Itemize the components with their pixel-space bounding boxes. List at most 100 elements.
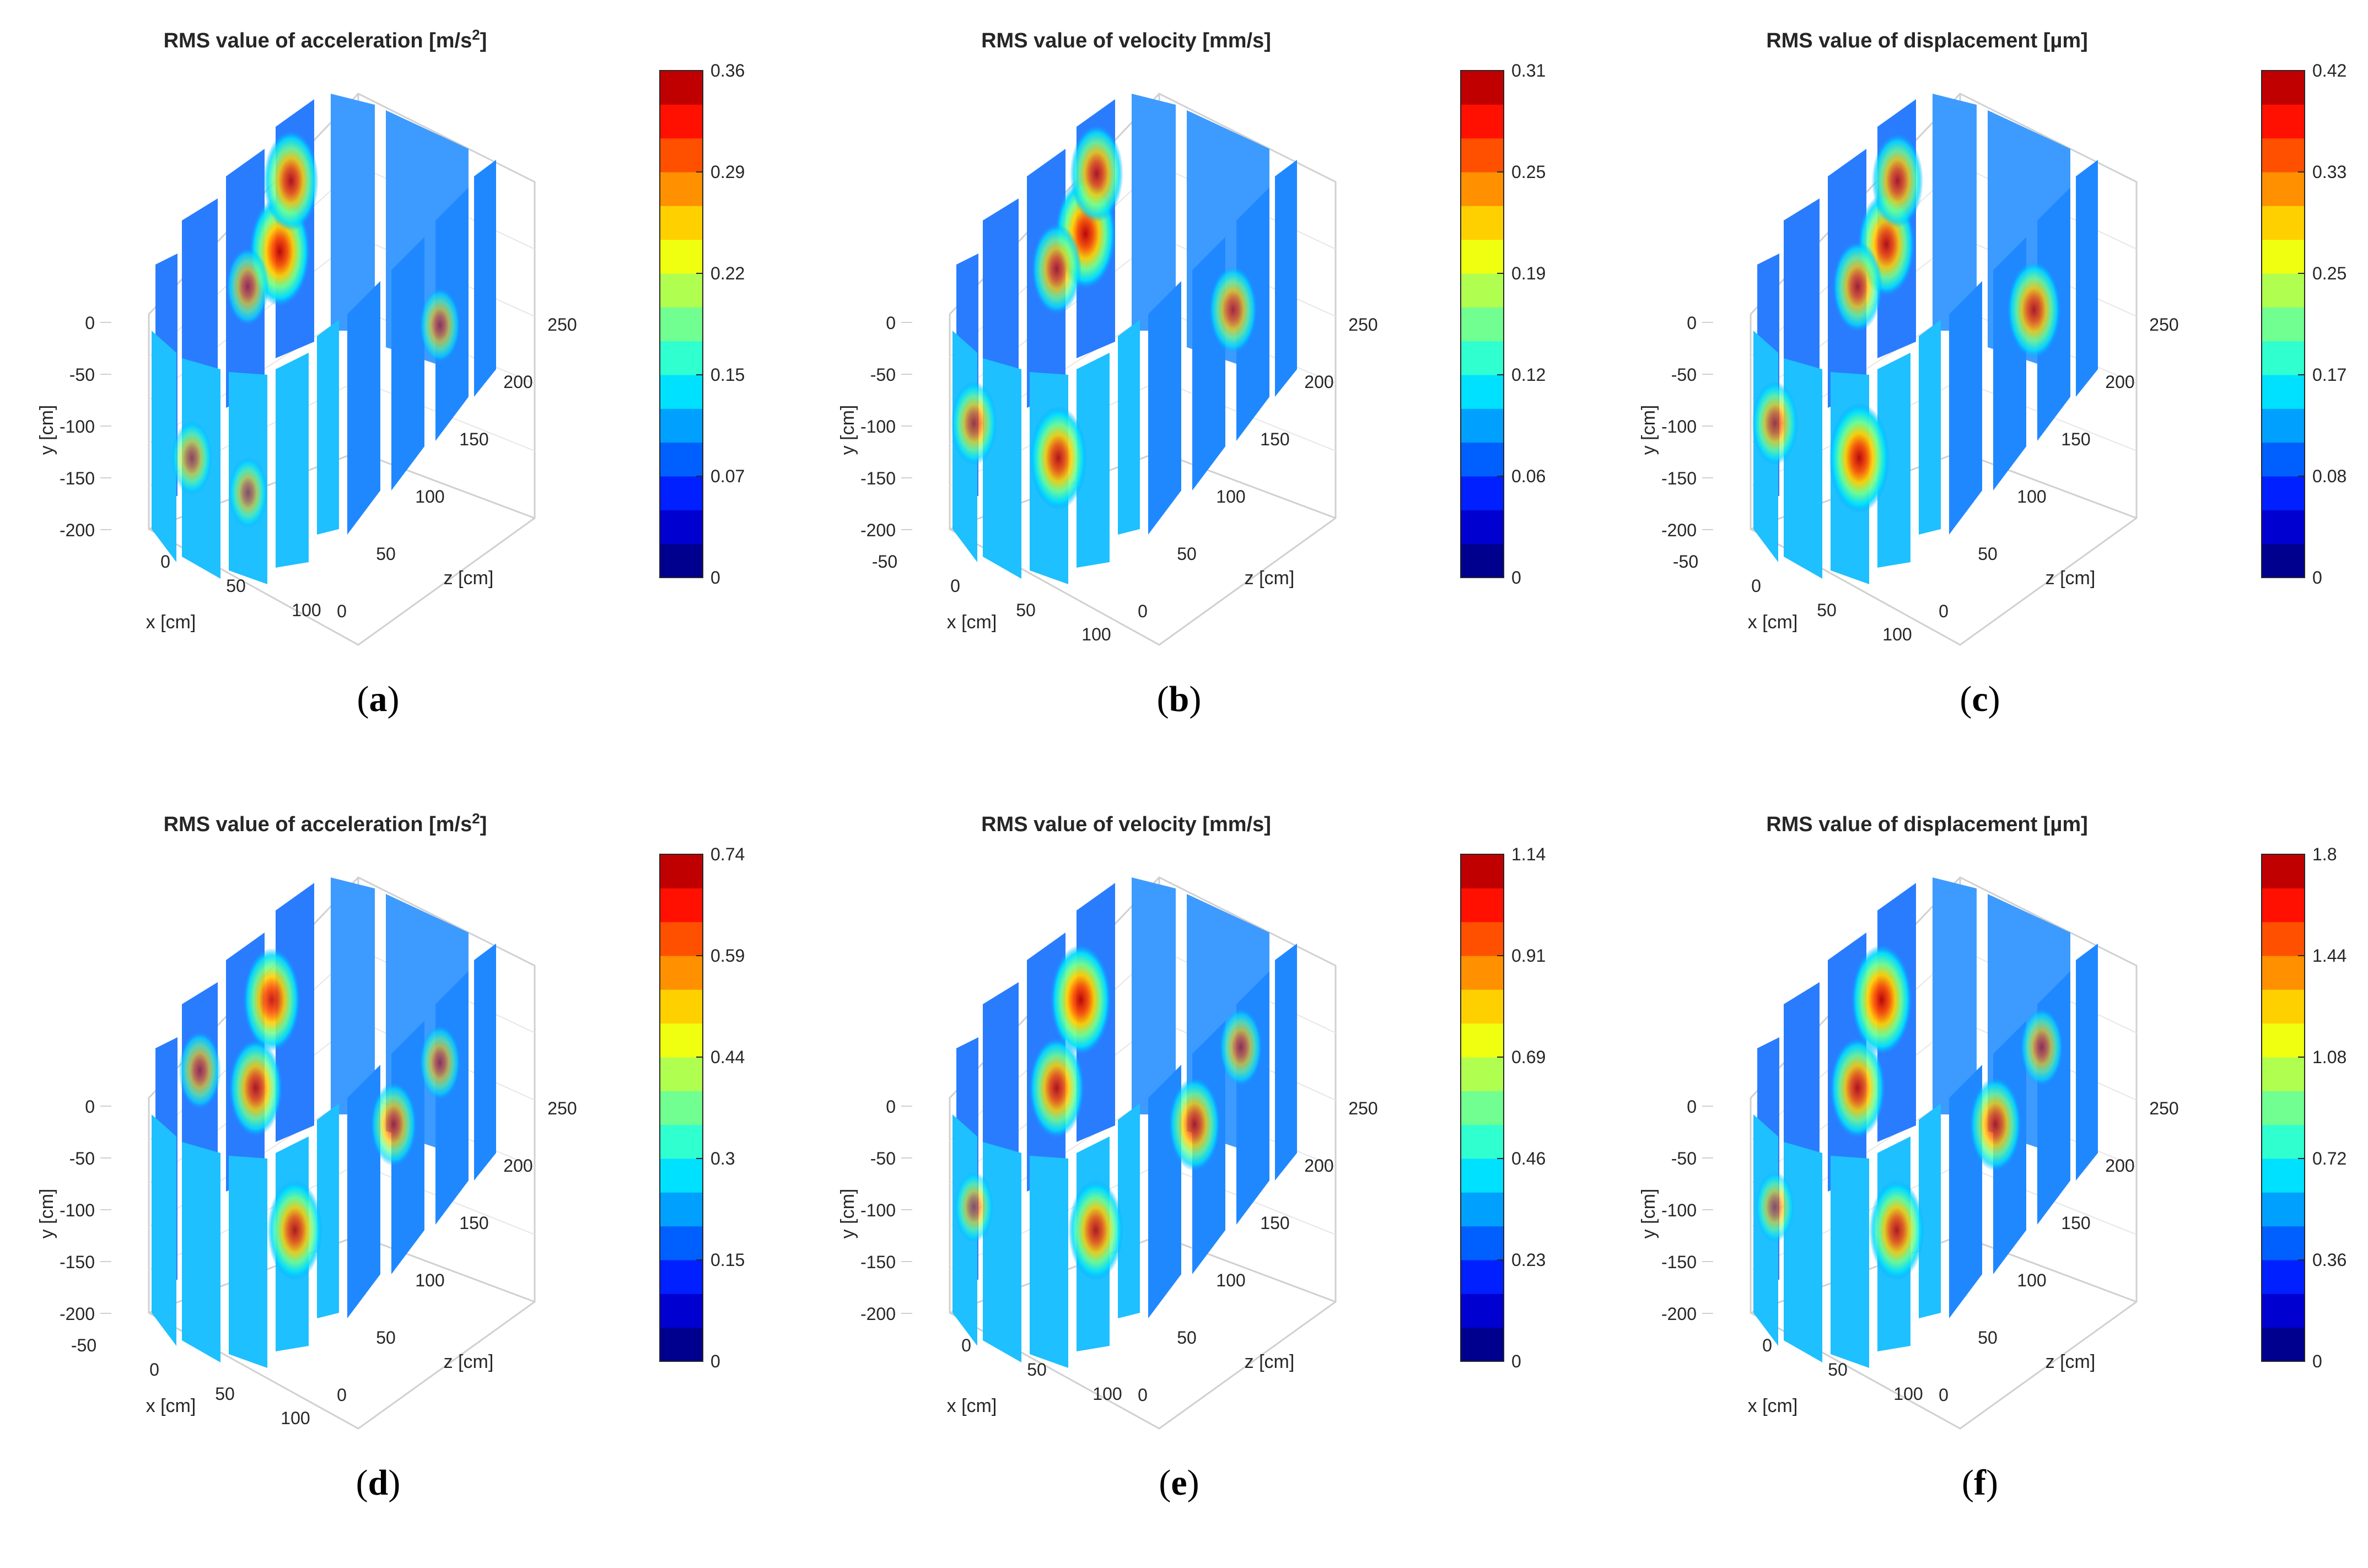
colorbar-segment (2262, 1226, 2305, 1260)
colorbar-frame (1460, 70, 1504, 578)
hotspot-right (1219, 1009, 1262, 1086)
x-tick-label: 100 (281, 1408, 310, 1428)
colorbar-segment (2262, 138, 2305, 173)
colorbar-segment (1461, 1124, 1504, 1159)
y-axis-label: y [cm] (1638, 405, 1659, 455)
z-tick-label: 0 (337, 601, 347, 621)
z-tick-label: 0 (1138, 1385, 1148, 1405)
y-tick-label: -100 (60, 417, 95, 437)
colorbar-segment (1461, 1260, 1504, 1294)
z-tick-label: 200 (2105, 372, 2134, 392)
x-tick-label: 100 (292, 600, 321, 620)
colorbar-segment (2262, 956, 2305, 990)
colorbar-tick-label: 0.59 (711, 946, 745, 966)
colorbar-tick-label: 0 (1511, 1351, 1521, 1371)
hotspot-front (171, 421, 212, 495)
y-tick-label: 0 (85, 1097, 95, 1117)
hotspot-front (1829, 403, 1890, 513)
colorbar-tick-label: 0 (711, 1351, 720, 1371)
chart-title-sup: 2 (472, 810, 480, 827)
y-tick-label: -50 (870, 1149, 896, 1168)
y-axis-label: y [cm] (837, 1189, 858, 1239)
hotspot-right (1169, 1077, 1220, 1171)
chart-title-main: RMS value of acceleration [m/s (164, 813, 472, 836)
colorbar-segment (2262, 989, 2305, 1024)
y-axis-label: y [cm] (36, 1189, 57, 1239)
z-tick-label: 0 (1939, 601, 1949, 621)
z-tick-label: 100 (415, 1270, 444, 1290)
colorbar-segment (660, 510, 703, 545)
colorbar-frame (2261, 70, 2305, 578)
x-tick-label: 50 (1828, 1360, 1848, 1380)
colorbar-segment (1461, 989, 1504, 1024)
colorbar-segment (2262, 307, 2305, 342)
front-wall-strip (1831, 1156, 1869, 1368)
z-tick-label: 150 (2061, 429, 2090, 449)
colorbar-tick-label: 1.14 (1511, 844, 1546, 864)
z-tick-label: 50 (376, 1328, 396, 1348)
hotspot-left (229, 1039, 283, 1136)
panel-letter: f (1974, 1463, 1987, 1503)
colorbar-segment (660, 1192, 703, 1227)
colorbar-segment (660, 922, 703, 956)
hotspot-left (263, 131, 319, 231)
colorbar-tick-label: 0.74 (711, 844, 745, 864)
colorbar-segment (1461, 104, 1504, 139)
hotspot-left (1031, 224, 1082, 314)
colorbar-segment (1461, 307, 1504, 342)
right-wall-strip (1275, 944, 1297, 1181)
hotspot-front (1068, 1180, 1124, 1280)
x-axis-label: x [cm] (146, 1395, 196, 1416)
z-tick-label: 100 (1216, 487, 1245, 506)
colorbar-tick-label: 0.23 (1511, 1250, 1546, 1270)
colorbar-segment (660, 408, 703, 443)
chart-panel-5: RMS value of velocity [mm/s] 0 -50 -100 -150… (837, 813, 1546, 1503)
front-wall-strip (1784, 1142, 1822, 1362)
chart-title-main: RMS value of displacement [µm] (1766, 813, 2088, 836)
colorbar-segment (660, 854, 703, 888)
colorbar-tick-label: 0.15 (711, 365, 745, 385)
z-tick-label: 0 (337, 1385, 347, 1405)
colorbar-segment (1461, 172, 1504, 206)
colorbar-segment (1461, 341, 1504, 375)
hotspot-right (370, 1082, 417, 1166)
colorbar-segment (2262, 1057, 2305, 1091)
colorbar-segment (1461, 1057, 1504, 1091)
colorbar-tick-label: 0 (1511, 568, 1521, 588)
colorbar-tick-label: 0.15 (711, 1250, 745, 1270)
panel-letter: c (1972, 679, 1988, 719)
front-wall-strip (317, 320, 339, 535)
panel-label: (b) (1157, 679, 1202, 719)
colorbar-tick-label: 0.06 (1511, 466, 1546, 486)
axis-box-edge (1159, 1235, 1336, 1303)
panel-label: (f) (1962, 1463, 1998, 1503)
colorbar-segment (2262, 104, 2305, 139)
right-wall-strip (1949, 281, 1982, 535)
chart-title: RMS value of velocity [mm/s] (981, 813, 1271, 836)
y-tick-label: 0 (886, 313, 896, 333)
right-wall-strip (1275, 160, 1297, 397)
back-wall-strip (1132, 877, 1176, 1114)
colorbar-tick-label: 0 (711, 568, 720, 588)
colorbar-tick-label: 0.91 (1511, 946, 1546, 966)
colorbar-segment (2262, 510, 2305, 545)
front-wall-strip (1877, 353, 1910, 568)
y-tick-label: -100 (60, 1200, 95, 1220)
panel-label: (a) (357, 679, 400, 719)
colorbar-segment (660, 1159, 703, 1193)
chart-title-main: RMS value of velocity [mm/s] (981, 813, 1271, 836)
hotspot-left (1832, 241, 1883, 332)
hotspot-left (1029, 1038, 1085, 1138)
panel-letter: d (368, 1463, 389, 1503)
colorbar-segment (1461, 239, 1504, 274)
colorbar-segment (660, 375, 703, 409)
y-tick-label: 0 (886, 1097, 896, 1117)
colorbar-segment (2262, 341, 2305, 375)
axis-box-edge (358, 1235, 535, 1303)
y-tick-label: -200 (1661, 520, 1697, 540)
colorbar-segment (1461, 1023, 1504, 1058)
y-tick-label: -100 (1661, 417, 1697, 437)
panel-label: (c) (1960, 679, 2000, 719)
colorbar-segment (660, 1023, 703, 1058)
right-wall-strip (474, 160, 496, 397)
